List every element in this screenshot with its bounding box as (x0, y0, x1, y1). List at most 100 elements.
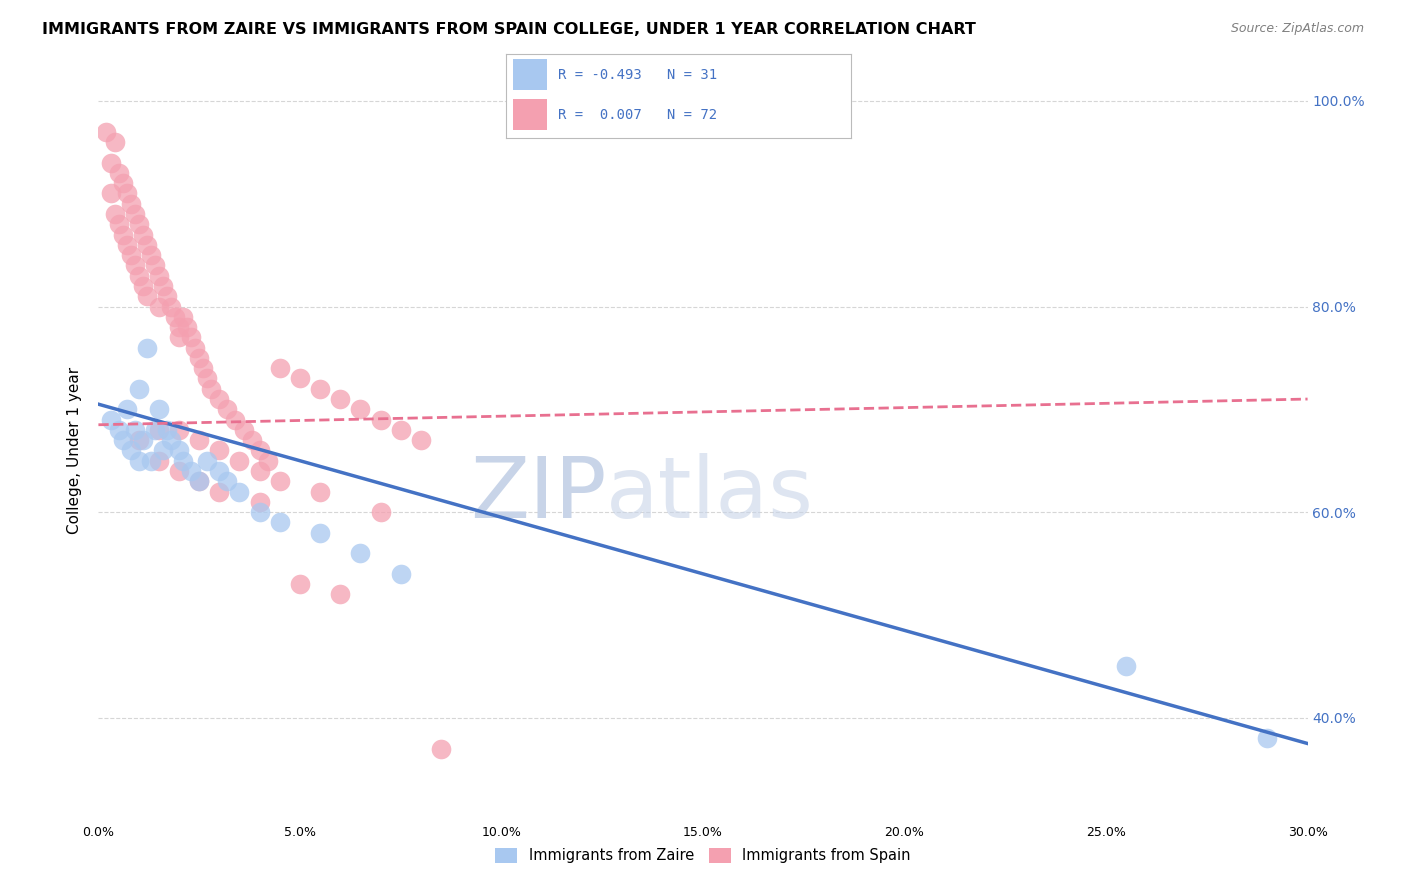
Point (115, 237, 138, 252)
Point (269, 475, 291, 489)
Bar (513, 60, 547, 90)
Point (148, 402, 170, 417)
Point (249, 443, 271, 458)
Text: Source: ZipAtlas.com: Source: ZipAtlas.com (1230, 22, 1364, 36)
Point (195, 454, 218, 468)
Point (160, 433, 183, 447)
Point (180, 464, 202, 478)
Point (309, 525, 332, 540)
Point (349, 546, 371, 560)
Point (329, 587, 352, 601)
Point (228, 454, 250, 468)
Point (188, 475, 211, 489)
Point (193, 361, 215, 376)
Point (163, 310, 186, 324)
Point (167, 443, 190, 458)
Point (111, 433, 134, 447)
Text: ZIP: ZIP (470, 453, 606, 536)
Point (115, 402, 138, 417)
Point (224, 412, 246, 426)
Point (96, 125, 118, 139)
Point (148, 300, 170, 314)
Point (128, 433, 150, 447)
Point (176, 320, 198, 334)
Point (1115, 659, 1137, 673)
Point (200, 382, 222, 396)
Point (217, 402, 239, 417)
Point (389, 423, 412, 437)
Point (309, 382, 332, 396)
Point (139, 248, 162, 262)
Point (180, 330, 202, 344)
Point (167, 330, 190, 344)
Point (135, 341, 157, 355)
Point (115, 186, 138, 201)
Point (184, 341, 207, 355)
Point (135, 237, 157, 252)
Point (1256, 731, 1278, 746)
Point (208, 484, 231, 499)
Point (139, 454, 162, 468)
Text: R =  0.007   N = 72: R = 0.007 N = 72 (558, 108, 717, 121)
Point (152, 443, 174, 458)
Point (128, 454, 150, 468)
Point (249, 464, 271, 478)
Point (172, 454, 194, 468)
Point (107, 423, 129, 437)
Point (128, 268, 150, 283)
Point (107, 166, 129, 180)
Point (188, 475, 211, 489)
Point (188, 351, 211, 365)
Point (143, 259, 166, 273)
Point (124, 423, 146, 437)
Point (107, 217, 129, 231)
Point (103, 135, 125, 149)
Point (103, 207, 125, 221)
Point (135, 289, 157, 303)
Point (269, 516, 291, 530)
Point (288, 371, 311, 385)
Point (148, 423, 170, 437)
Point (269, 361, 291, 376)
Point (167, 320, 190, 334)
Point (430, 741, 453, 756)
Point (208, 392, 231, 406)
Point (143, 423, 166, 437)
Point (349, 402, 371, 417)
Point (100, 155, 122, 169)
Point (120, 196, 142, 211)
Text: R = -0.493   N = 31: R = -0.493 N = 31 (558, 68, 717, 82)
Point (217, 475, 239, 489)
Point (156, 423, 179, 437)
Point (128, 382, 150, 396)
Point (370, 505, 392, 519)
Text: atlas: atlas (606, 453, 814, 536)
Point (111, 227, 134, 242)
Point (148, 454, 170, 468)
Point (167, 464, 190, 478)
Y-axis label: College, Under 1 year: College, Under 1 year (67, 367, 83, 534)
Point (128, 217, 150, 231)
Point (148, 268, 170, 283)
Text: IMMIGRANTS FROM ZAIRE VS IMMIGRANTS FROM SPAIN COLLEGE, UNDER 1 YEAR CORRELATION: IMMIGRANTS FROM ZAIRE VS IMMIGRANTS FROM… (42, 22, 976, 37)
Point (228, 484, 250, 499)
Point (120, 248, 142, 262)
Point (240, 433, 263, 447)
Point (172, 310, 194, 324)
Point (208, 464, 231, 478)
Point (132, 433, 155, 447)
Point (249, 505, 271, 519)
Point (132, 279, 155, 293)
Bar (513, 99, 547, 130)
Point (124, 259, 146, 273)
Point (309, 484, 332, 499)
Point (100, 186, 122, 201)
Point (100, 412, 122, 426)
Point (370, 412, 392, 426)
Point (329, 392, 352, 406)
Point (152, 279, 174, 293)
Point (167, 423, 190, 437)
Point (409, 433, 432, 447)
Point (124, 207, 146, 221)
Point (256, 454, 278, 468)
